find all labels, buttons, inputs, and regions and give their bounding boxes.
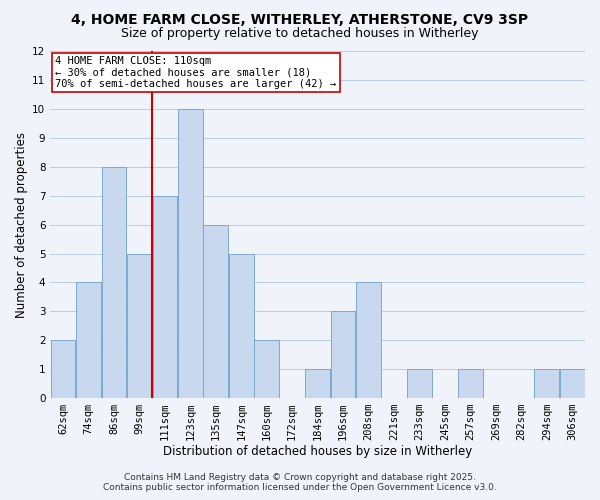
Bar (76, 282, 101, 398)
Bar (535, 369, 559, 398)
Bar (50, 340, 76, 398)
Bar (254, 340, 279, 398)
Text: 4 HOME FARM CLOSE: 110sqm
← 30% of detached houses are smaller (18)
70% of semi-: 4 HOME FARM CLOSE: 110sqm ← 30% of detac… (55, 56, 337, 89)
Bar (305, 369, 330, 398)
Bar (407, 369, 432, 398)
Text: Size of property relative to detached houses in Witherley: Size of property relative to detached ho… (121, 28, 479, 40)
Bar (229, 254, 254, 398)
Text: 4, HOME FARM CLOSE, WITHERLEY, ATHERSTONE, CV9 3SP: 4, HOME FARM CLOSE, WITHERLEY, ATHERSTON… (71, 12, 529, 26)
Bar (458, 369, 483, 398)
Bar (127, 254, 152, 398)
Bar (101, 167, 126, 398)
X-axis label: Distribution of detached houses by size in Witherley: Distribution of detached houses by size … (163, 444, 472, 458)
Text: Contains HM Land Registry data © Crown copyright and database right 2025.
Contai: Contains HM Land Registry data © Crown c… (103, 473, 497, 492)
Bar (356, 282, 381, 398)
Bar (560, 369, 584, 398)
Bar (331, 312, 355, 398)
Bar (203, 224, 228, 398)
Y-axis label: Number of detached properties: Number of detached properties (15, 132, 28, 318)
Bar (152, 196, 177, 398)
Bar (178, 109, 203, 398)
